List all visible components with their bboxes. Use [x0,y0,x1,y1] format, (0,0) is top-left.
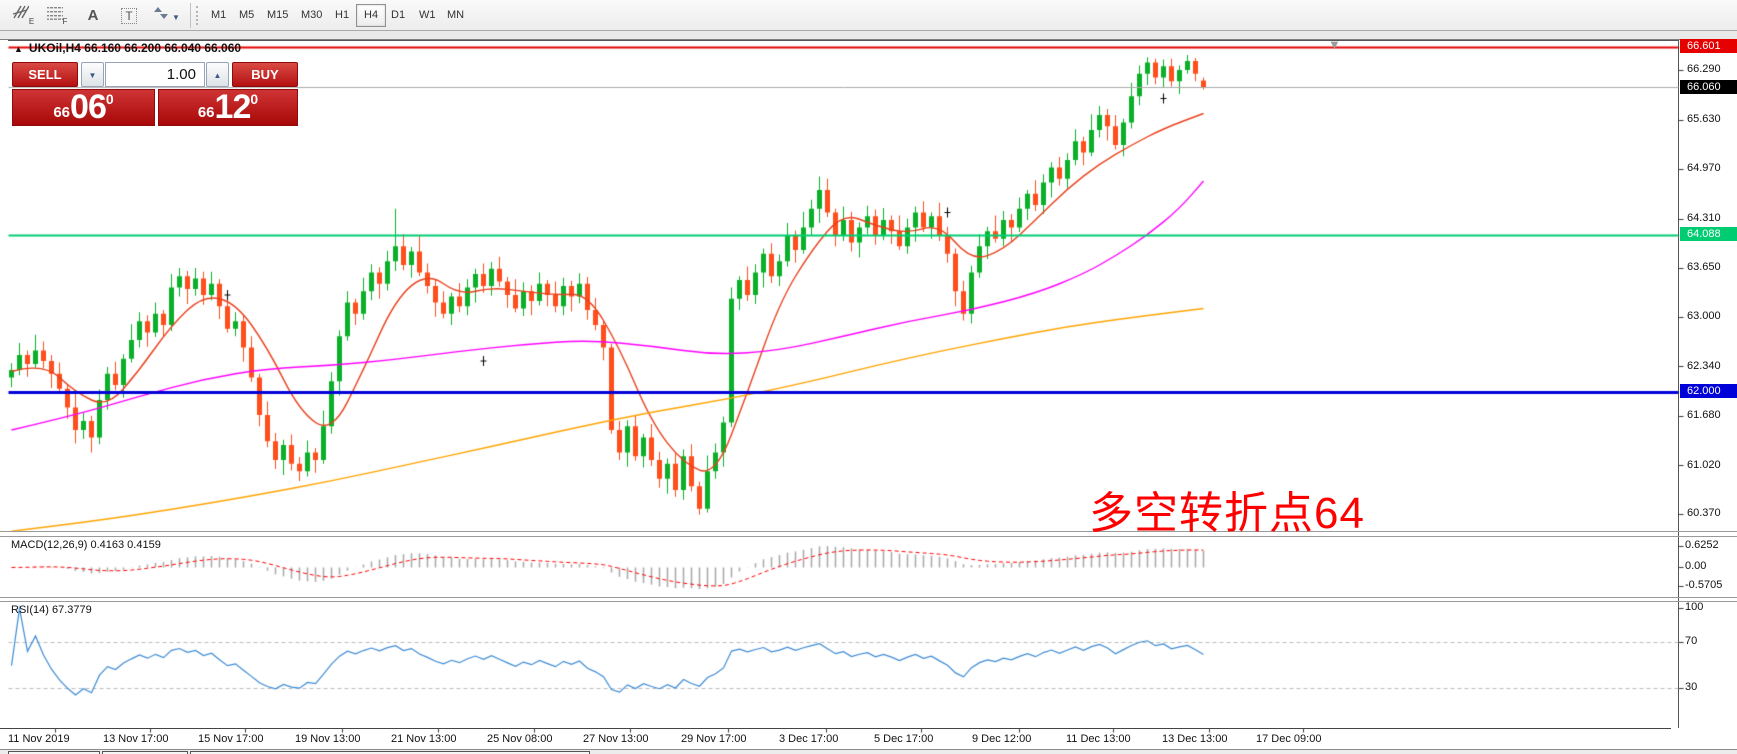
window-chrome-strip [0,31,1737,40]
price-tick-label: 62.340 [1687,359,1721,372]
chart-tab[interactable] [102,751,188,754]
price-tick-label: 63.650 [1687,261,1721,274]
time-tick-label: 15 Nov 17:00 [198,733,264,745]
chart-tab[interactable] [8,751,100,754]
collapse-triangle-icon[interactable]: ▲ [14,44,23,54]
icon-sub-f: F [62,16,68,26]
pane-separator[interactable] [0,536,1737,537]
chart-annotation-text: 多空转折点64 [1089,489,1365,538]
price-line-badge: 64.088 [1680,227,1737,242]
sell-price-whole: 66 [53,104,71,121]
price-line-badge: 62.000 [1680,384,1737,398]
pane-separator[interactable] [0,531,1737,532]
time-tick-label: 21 Nov 13:00 [391,733,457,745]
time-tick-label: 11 Nov 2019 [8,733,70,745]
price-tick-label: 65.630 [1687,112,1721,125]
macd-label: MACD(12,26,9) 0.4163 0.4159 [11,539,161,551]
price-tick-label: 63.000 [1687,310,1721,322]
volume-increase-button[interactable]: ▲ [206,62,229,87]
price-tick-label: 61.680 [1687,409,1721,421]
price-tick-label: 61.020 [1687,458,1721,471]
text-label-icon[interactable]: A [87,7,99,24]
buy-price-pips: 12 [214,88,252,126]
timeframe-button-d1[interactable]: D1 [391,9,406,21]
toolbar-drag-handle[interactable] [196,6,199,25]
time-tick-label: 3 Dec 17:00 [779,733,839,745]
time-tick-label: 9 Dec 12:00 [972,733,1032,745]
time-tick-label: 29 Nov 17:00 [681,733,747,745]
rsi-axis-label: 70 [1685,635,1698,648]
text-box-icon[interactable]: T [116,4,142,27]
volume-input[interactable] [105,62,205,87]
time-tick-label: 13 Dec 13:00 [1162,733,1228,745]
buy-price-point: 0 [250,91,259,107]
chart-tab-strip [0,749,1737,754]
timeframe-button-h1[interactable]: H1 [335,9,350,21]
time-tick-label: 27 Nov 13:00 [583,733,649,745]
crosshatch-e-icon[interactable]: E [10,4,36,27]
pane-separator[interactable] [0,597,1737,598]
timeframe-button-h4[interactable]: H4 [356,4,387,27]
timeframe-button-mn[interactable]: MN [447,9,465,21]
sell-button[interactable]: SELL [12,62,78,87]
time-tick-label: 5 Dec 17:00 [874,733,934,745]
symbol-ohlc-text: UKOil,H4 66.160 66.200 66.040 66.060 [28,41,242,55]
chart-canvas[interactable] [0,40,1737,754]
price-tick-label: 64.310 [1687,211,1721,224]
time-tick-label: 19 Nov 13:00 [295,733,361,745]
price-tick-label: 66.290 [1687,63,1721,76]
timeframe-button-w1[interactable]: W1 [419,9,436,21]
sell-price-point: 0 [105,91,114,107]
rsi-label: RSI(14) 67.3779 [11,604,92,616]
rsi-axis-label: 30 [1685,681,1698,693]
macd-axis-label: -0.5705 [1685,579,1723,592]
time-tick-label: 13 Nov 17:00 [103,733,169,745]
price-line-badge: 66.060 [1680,79,1737,94]
timeframe-button-m15[interactable]: M15 [267,9,289,21]
icon-sub-e: E [28,16,35,26]
chart-tab[interactable] [190,751,590,754]
sell-price-display[interactable]: 66 06 0 [12,89,155,126]
timeframe-button-m30[interactable]: M30 [301,9,323,21]
time-axis-line [0,728,1671,729]
time-tick-label: 17 Dec 09:00 [1256,733,1322,745]
time-tick-label: 25 Nov 08:00 [487,733,553,745]
time-tick-label: 11 Dec 13:00 [1066,733,1131,745]
icon-t-glyph: T [121,8,137,24]
toolbar-separator [190,3,191,28]
price-tick-label: 60.370 [1687,507,1721,520]
chart-shift-marker-icon[interactable]: ▼ [1328,37,1341,52]
buy-price-whole: 66 [197,104,215,121]
price-tick-label: 64.970 [1687,162,1721,175]
volume-decrease-button[interactable]: ▼ [81,62,104,87]
macd-axis-label: 0.6252 [1685,538,1719,551]
cursor-arrows-icon[interactable]: ▼ [150,4,184,27]
chevron-down-icon: ▼ [171,13,180,22]
timeframe-button-m1[interactable]: M1 [211,9,227,21]
symbol-header: ▲ UKOil,H4 66.160 66.200 66.040 66.060 [14,41,241,55]
sell-price-pips: 06 [70,88,107,126]
pane-separator[interactable] [0,601,1737,602]
toolbar: E F A T ▼ M1 M5 M15 M30 H1 H4 D1 W1 MN [0,0,1737,31]
rsi-axis-label: 100 [1685,601,1704,613]
buy-price-display[interactable]: 66 12 0 [158,89,298,126]
buy-button[interactable]: BUY [232,62,298,87]
timeframe-button-m5[interactable]: M5 [239,9,255,21]
chart-window: ▲ UKOil,H4 66.160 66.200 66.040 66.060 ▼ … [0,37,1737,754]
grid-f-icon[interactable]: F [44,4,70,27]
price-line-badge: 66.601 [1680,38,1737,53]
macd-axis-label: 0.00 [1685,560,1707,572]
